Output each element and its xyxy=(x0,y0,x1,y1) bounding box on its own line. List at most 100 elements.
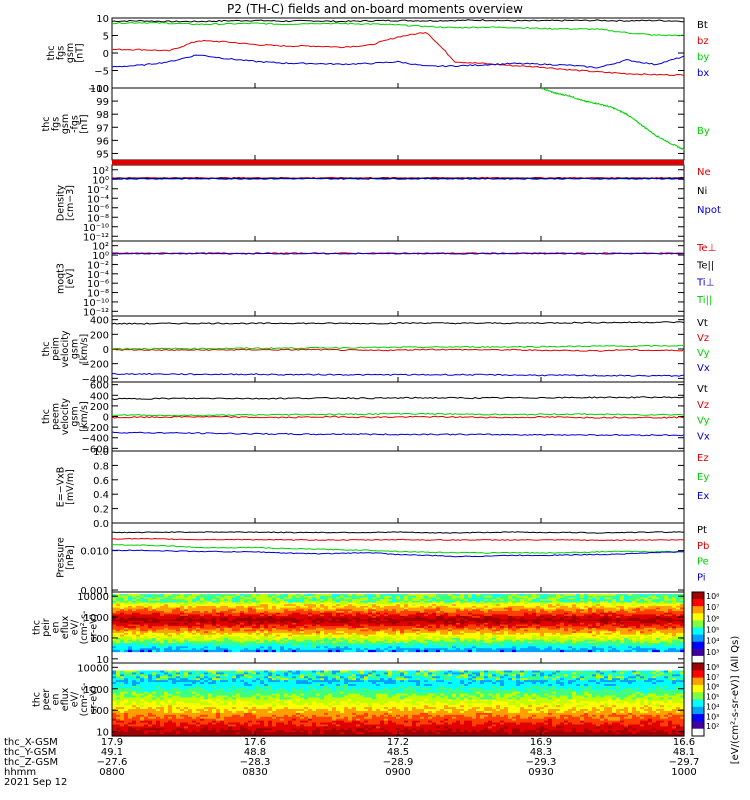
spectrogram-cell xyxy=(504,643,509,646)
spectrogram-cell xyxy=(644,607,649,610)
spectrogram-cell xyxy=(180,600,185,604)
spectrogram-cell xyxy=(188,607,193,610)
spectrogram-cell xyxy=(144,624,149,627)
spectrogram-cell xyxy=(148,634,153,637)
spectrogram-cell xyxy=(288,643,293,646)
spectrogram-cell xyxy=(316,599,321,602)
spectrogram-cell xyxy=(440,639,445,642)
spectrogram-cell xyxy=(532,607,537,610)
spectrogram-cell xyxy=(372,605,377,609)
spectrogram-cell xyxy=(228,644,233,648)
spectrogram-cell xyxy=(508,638,513,641)
spectrogram-cell xyxy=(188,614,193,617)
spectrogram-cell xyxy=(480,602,485,605)
spectrogram-cell xyxy=(408,644,413,648)
spectrogram-cell xyxy=(288,641,293,644)
spectrogram-cell xyxy=(480,641,485,644)
spectrogram-cell xyxy=(444,639,449,642)
spectrogram-cell xyxy=(592,638,597,641)
spectrogram-cell xyxy=(220,607,225,610)
spectrogram-cell xyxy=(148,646,153,649)
spectrogram-cell xyxy=(496,622,501,626)
spectrogram-cell xyxy=(176,594,181,597)
spectrogram-cell xyxy=(568,636,573,639)
spectrogram-cell xyxy=(272,644,277,648)
spectrogram-cell xyxy=(196,632,201,636)
spectrogram-cell xyxy=(480,619,485,622)
spectrogram-cell xyxy=(404,639,409,642)
spectrogram-cell xyxy=(256,622,261,626)
spectrogram-cell xyxy=(340,631,345,634)
spectrogram-cell xyxy=(112,600,117,604)
spectrogram-cell xyxy=(252,619,257,622)
spectrogram-cell xyxy=(624,641,629,644)
spectrogram-cell xyxy=(660,634,665,637)
spectrogram-cell xyxy=(384,639,389,642)
spectrogram-cell xyxy=(340,626,345,629)
spectrogram-cell xyxy=(476,622,481,626)
spectrogram-cell xyxy=(660,639,665,642)
spectrogram-cell xyxy=(636,644,641,648)
spectrogram-cell xyxy=(380,639,385,642)
spectrogram-cell xyxy=(408,641,413,644)
spectrogram-cell xyxy=(280,610,285,614)
spectrogram-cell xyxy=(168,634,173,637)
spectrogram-cell xyxy=(112,609,117,612)
spectrogram-cell xyxy=(620,643,625,646)
spectrogram-cell xyxy=(292,612,297,615)
spectrogram-cell xyxy=(260,641,265,644)
spectrogram-cell xyxy=(484,638,489,641)
spectrogram-cell xyxy=(588,643,593,646)
spectrogram-cell xyxy=(452,599,457,602)
spectrogram-cell xyxy=(276,626,281,629)
spectrogram-cell xyxy=(624,599,629,602)
spectrogram-cell xyxy=(272,631,277,634)
spectrogram-cell xyxy=(272,626,277,629)
spectrogram-cell xyxy=(664,627,669,631)
spectrogram-cell xyxy=(464,609,469,612)
spectrogram-cell xyxy=(548,644,553,648)
spectrogram-cell xyxy=(636,649,641,653)
spectrogram-cell xyxy=(308,595,313,599)
spectrogram-cell xyxy=(528,646,533,649)
panel-frame xyxy=(111,240,685,317)
spectrogram-cell xyxy=(316,612,321,615)
spectrogram-cell xyxy=(592,595,597,599)
spectrogram-cell xyxy=(132,636,137,639)
spectrogram-cell xyxy=(588,648,593,651)
spectrogram-cell xyxy=(364,602,369,605)
spectrogram-cell xyxy=(556,609,561,612)
spectrogram-cell xyxy=(120,602,125,605)
spectrogram-cell xyxy=(220,604,225,607)
spectrogram-cell xyxy=(276,604,281,607)
spectrogram-cell xyxy=(588,624,593,627)
spectrogram-cell xyxy=(356,616,361,619)
spectrogram-cell xyxy=(136,614,141,617)
spectrogram-cell xyxy=(312,609,317,612)
spectrogram-cell xyxy=(252,604,257,607)
spectrogram-cell xyxy=(656,597,661,600)
spectrogram-cell xyxy=(440,595,445,599)
spectrogram-cell xyxy=(136,595,141,599)
spectrogram-cell xyxy=(428,605,433,609)
spectrogram-cell xyxy=(116,617,121,621)
spectrogram-cell xyxy=(644,602,649,605)
spectrogram-cell xyxy=(484,643,489,646)
spectrogram-cell xyxy=(408,599,413,602)
spectrogram-cell xyxy=(136,605,141,609)
spectrogram-cell xyxy=(660,619,665,622)
spectrogram-cell xyxy=(640,627,645,631)
spectrogram-cell xyxy=(492,599,497,602)
spectrogram-cell xyxy=(376,644,381,648)
spectrogram-cell xyxy=(264,612,269,615)
spectrogram-cell xyxy=(388,617,393,621)
spectrogram-cell xyxy=(224,622,229,626)
spectrogram-cell xyxy=(336,609,341,612)
spectrogram-cell xyxy=(636,626,641,629)
spectrogram-cell xyxy=(328,621,333,624)
spectrogram-cell xyxy=(576,632,581,636)
spectrogram-cell xyxy=(640,621,645,624)
spectrogram-cell xyxy=(396,621,401,624)
spectrogram-cell xyxy=(268,649,273,653)
spectrogram-cell xyxy=(280,646,285,649)
